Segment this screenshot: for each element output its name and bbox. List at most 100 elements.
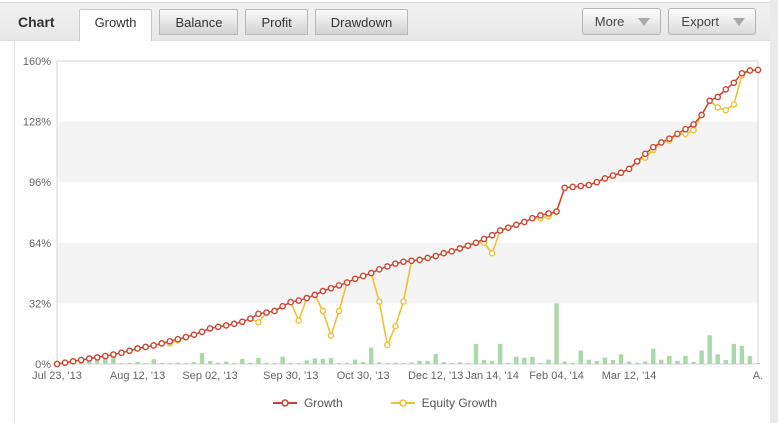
profit-bar (433, 353, 438, 364)
profit-bar (352, 359, 358, 364)
equity-growth-line (56, 69, 759, 365)
profit-bar (312, 358, 318, 364)
growth-marker (521, 218, 528, 226)
equity-marker (255, 319, 262, 326)
x-axis-label: A. (753, 370, 763, 382)
profit-bar (151, 359, 156, 364)
tab-profit[interactable]: Profit (245, 9, 308, 35)
growth-marker (126, 347, 133, 355)
profit-bar (699, 350, 704, 364)
profit-bar (634, 362, 640, 364)
growth-marker (440, 249, 448, 257)
tab-balance[interactable]: Balance (159, 9, 239, 35)
growth-marker (327, 284, 335, 292)
profit-bar (578, 350, 583, 364)
growth-marker (625, 165, 633, 173)
equity-marker (714, 104, 722, 111)
profit-bar (336, 363, 342, 364)
growth-marker (609, 172, 617, 179)
growth-marker (255, 310, 262, 318)
equity-marker (488, 249, 496, 257)
growth-marker (182, 333, 190, 341)
profit-bar (618, 354, 624, 364)
plot-band (57, 121, 758, 183)
profit-bar (95, 357, 100, 364)
growth-marker (649, 143, 657, 151)
chevron-down-icon (733, 17, 745, 26)
growth-marker (85, 355, 93, 362)
profit-bar (538, 362, 543, 364)
growth-marker (545, 210, 552, 217)
profit-bar (610, 360, 616, 364)
growth-marker (359, 272, 367, 280)
growth-marker (61, 359, 69, 366)
profit-bar (425, 360, 430, 364)
growth-marker (303, 294, 311, 302)
growth-marker (239, 318, 246, 326)
growth-marker (263, 309, 270, 316)
growth-marker (641, 150, 649, 158)
profit-bar (183, 363, 189, 364)
legend-marker-icon (272, 399, 297, 407)
profit-bar (522, 357, 527, 364)
growth-marker (432, 252, 440, 260)
growth-marker (166, 337, 174, 345)
export-button-label: Export (681, 14, 719, 29)
y-axis-label: 128% (23, 117, 51, 129)
growth-marker (77, 356, 85, 364)
growth-marker (722, 86, 730, 93)
legend-item-growth[interactable]: Growth (272, 396, 343, 410)
profit-bar (594, 360, 600, 364)
profit-bar (683, 355, 688, 364)
growth-marker (375, 266, 383, 273)
equity-marker (375, 298, 383, 305)
profit-bar (215, 362, 221, 364)
profit-bar (256, 357, 261, 364)
panel-left-border (14, 41, 15, 423)
growth-marker (690, 121, 697, 128)
growth-marker (93, 354, 101, 361)
more-button[interactable]: More (581, 8, 662, 35)
profit-bar (111, 357, 116, 364)
x-axis-label: Mar 12, '14 (602, 370, 657, 382)
tab-growth[interactable]: Growth (78, 9, 153, 41)
profit-bar (715, 354, 720, 364)
growth-marker (504, 224, 512, 231)
x-axis-label: Oct 30, '13 (337, 370, 390, 382)
growth-marker (746, 67, 754, 74)
profit-bar (240, 359, 245, 364)
profit-bar (473, 343, 479, 364)
profit-bar (449, 362, 455, 364)
profit-bar (280, 356, 285, 364)
y-axis-label: 96% (29, 177, 51, 189)
growth-marker (706, 97, 713, 105)
equity-marker (722, 106, 730, 114)
growth-marker (448, 248, 456, 255)
x-axis-label: Sep 02, '13 (182, 370, 237, 382)
growth-marker (658, 139, 665, 146)
x-axis-label: Dec 12, '13 (408, 370, 463, 382)
legend-item-equity-growth[interactable]: Equity Growth (390, 396, 497, 410)
growth-marker (512, 221, 520, 229)
profit-bar (554, 303, 559, 364)
growth-marker (247, 315, 254, 322)
profit-bar (288, 362, 293, 364)
equity-marker (319, 307, 327, 315)
growth-marker (529, 214, 536, 222)
profit-bar (441, 362, 446, 364)
growth-marker (633, 158, 641, 165)
growth-marker (222, 322, 230, 329)
profit-bar (143, 363, 148, 364)
growth-marker (174, 335, 182, 343)
profit-bar (78, 362, 84, 364)
profit-bar (264, 362, 269, 364)
plot-border (56, 60, 759, 365)
export-button[interactable]: Export (668, 8, 756, 35)
growth-marker (456, 245, 464, 252)
growth-marker (343, 279, 351, 286)
profit-bar (642, 361, 648, 364)
tab-drawdown[interactable]: Drawdown (314, 9, 409, 35)
y-axis-label: 64% (29, 238, 51, 250)
profit-bar (586, 359, 591, 364)
